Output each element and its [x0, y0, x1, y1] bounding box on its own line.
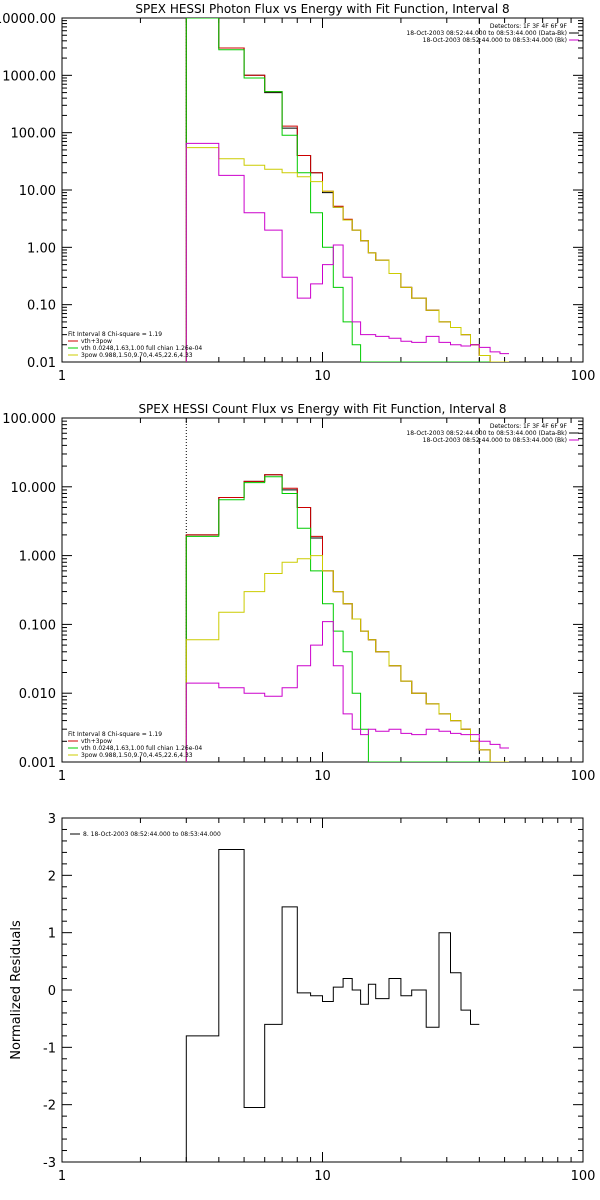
series-line-3 [185, 18, 509, 362]
chart-title: SPEX HESSI Count Flux vs Energy with Fit… [138, 402, 506, 416]
y-tick-label: -1 [43, 1041, 56, 1056]
y-axis: 0.01 0.10 1.00 10.00 100.00 1000.00 10000.00 [0, 12, 583, 371]
series-line-5 [185, 621, 509, 762]
chart-title: SPEX HESSI Photon Flux vs Energy with Fi… [135, 2, 509, 16]
legend: 8. 18-Oct-2003 08:52:44.000 to 08:53:44.… [70, 831, 221, 838]
header-line: Detectors: 1F 3F 4F 6F 9F [490, 423, 568, 430]
y-tick-label: 1000.00 [2, 69, 56, 84]
header-line: 18-Oct-2003 08:52:44.000 to 08:53:44.000… [423, 37, 567, 44]
y-tick-label: 1 [48, 927, 56, 942]
x-tick-label: 10 [314, 1169, 331, 1184]
x-tick-label: 100 [571, 369, 596, 384]
series-line-4 [185, 147, 509, 362]
legend-entry: 3pow 0.988,1.50,9.70,4.45,22.6,4.33 [81, 752, 193, 759]
legend-entry: vth+3pow [81, 738, 112, 745]
header-line: Detectors: 1F 3F 4F 6F 9F [490, 23, 568, 30]
x-tick-label: 100 [571, 1169, 596, 1184]
y-tick-label: 10.00 [19, 184, 56, 199]
series-group [185, 474, 509, 762]
y-tick-label: 100.000 [2, 412, 56, 427]
y-tick-label: 1.00 [27, 241, 56, 256]
header-line: 18-Oct-2003 08:52:44.000 to 08:53:44.000… [406, 430, 567, 437]
x-tick-label: 10 [314, 369, 331, 384]
legend-entry: vth+3pow [81, 338, 112, 345]
y-tick-label: 0.010 [19, 687, 56, 702]
header-line: 18-Oct-2003 08:52:44.000 to 08:53:44.000… [423, 437, 567, 444]
chart-3: 1 10 100 -3 -2 -1 0 1 2 3 Normalized Residuals 8. 1… [9, 812, 595, 1184]
x-tick-label: 1 [58, 1169, 66, 1184]
x-tick-label: 1 [58, 769, 66, 784]
series-line-2 [185, 18, 509, 362]
series-line-2 [185, 474, 509, 762]
y-axis: -3 -2 -1 0 1 2 3 [43, 812, 583, 1171]
x-tick-label: 100 [571, 769, 596, 784]
x-axis: 1 10 100 [58, 418, 596, 784]
series-line-1 [185, 18, 509, 362]
y-tick-label: 0.10 [27, 299, 56, 314]
y-tick-label: 0 [48, 984, 56, 999]
y-tick-label: 0.01 [27, 356, 56, 371]
series-group [185, 849, 480, 1162]
series-line-3 [185, 476, 509, 762]
series-line-1 [185, 849, 480, 1162]
y-axis: 0.001 0.010 0.100 1.000 10.000 100.000 [2, 412, 583, 771]
series-line-5 [185, 142, 509, 362]
legend-title: Fit Interval 8 Chi-square = 1.19 [68, 331, 162, 338]
legend: Fit Interval 8 Chi-square = 1.19vth+3pow… [68, 731, 202, 759]
x-tick-label: 10 [314, 769, 331, 784]
y-tick-label: 10.000 [11, 481, 57, 496]
x-axis: 1 10 100 [58, 18, 596, 384]
y-tick-label: 0.100 [19, 618, 56, 633]
y-tick-label: 3 [48, 812, 56, 827]
plot-frame [61, 817, 584, 1163]
y-tick-label: 1.000 [19, 550, 56, 565]
series-line-1 [185, 474, 509, 762]
legend-entry: 3pow 0.988,1.50,9.70,4.45,22.6,4.33 [81, 352, 193, 359]
chart-2: SPEX HESSI Count Flux vs Energy with Fit… [2, 402, 595, 784]
legend-entry: 8. 18-Oct-2003 08:52:44.000 to 08:53:44.… [83, 831, 221, 838]
y-tick-label: 10000.00 [0, 12, 56, 27]
x-tick-label: 1 [58, 369, 66, 384]
y-tick-label: -2 [43, 1099, 56, 1114]
legend-entry: vth 0.0248,1.63,1.00 full chian 1.26e-04 [81, 345, 202, 352]
legend: Fit Interval 8 Chi-square = 1.19vth+3pow… [68, 331, 202, 359]
chart-1: SPEX HESSI Photon Flux vs Energy with Fi… [0, 2, 595, 384]
header-line: 18-Oct-2003 08:52:44.000 to 08:53:44.000… [406, 30, 567, 37]
legend-title: Fit Interval 8 Chi-square = 1.19 [68, 731, 162, 738]
y-tick-label: 100.00 [11, 127, 57, 142]
y-tick-label: 0.001 [19, 756, 56, 771]
x-axis: 1 10 100 [58, 818, 596, 1184]
series-line-4 [185, 555, 509, 762]
series-group [185, 18, 509, 362]
y-tick-label: 2 [48, 869, 56, 884]
y-tick-label: -3 [43, 1156, 56, 1171]
legend-entry: vth 0.0248,1.63,1.00 full chian 1.26e-04 [81, 745, 202, 752]
y-axis-label: Normalized Residuals [9, 920, 24, 1060]
